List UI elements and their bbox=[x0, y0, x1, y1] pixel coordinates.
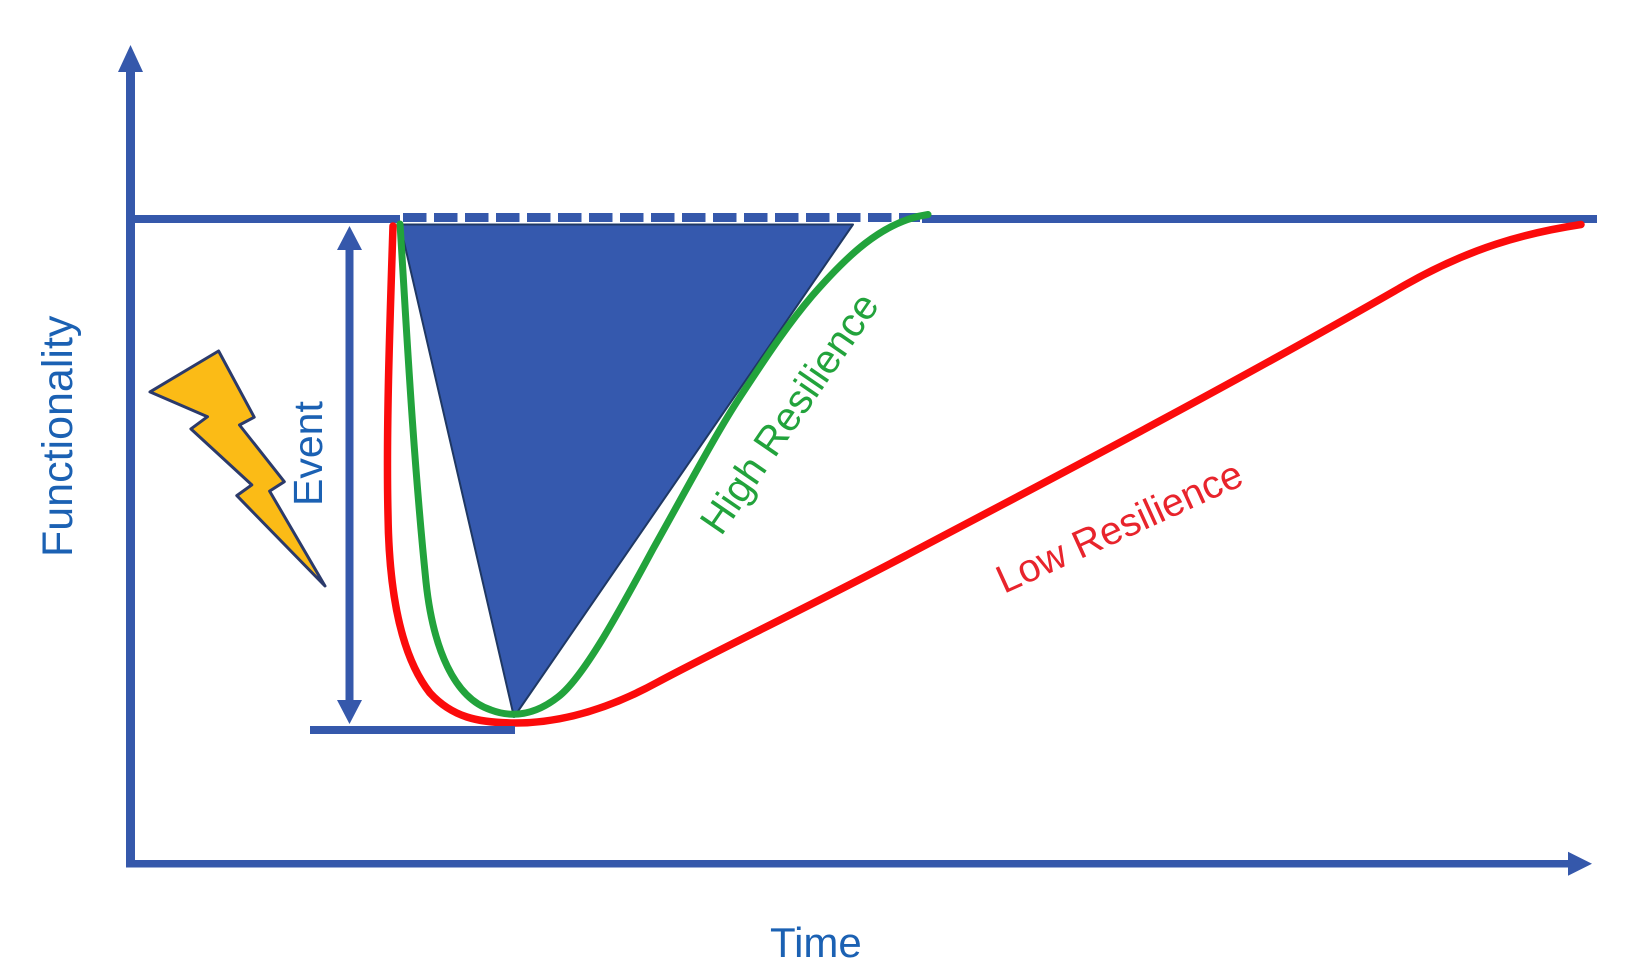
svg-text:Functionality: Functionality bbox=[34, 315, 82, 557]
svg-text:Time: Time bbox=[770, 919, 862, 966]
svg-text:Event: Event bbox=[285, 401, 331, 506]
